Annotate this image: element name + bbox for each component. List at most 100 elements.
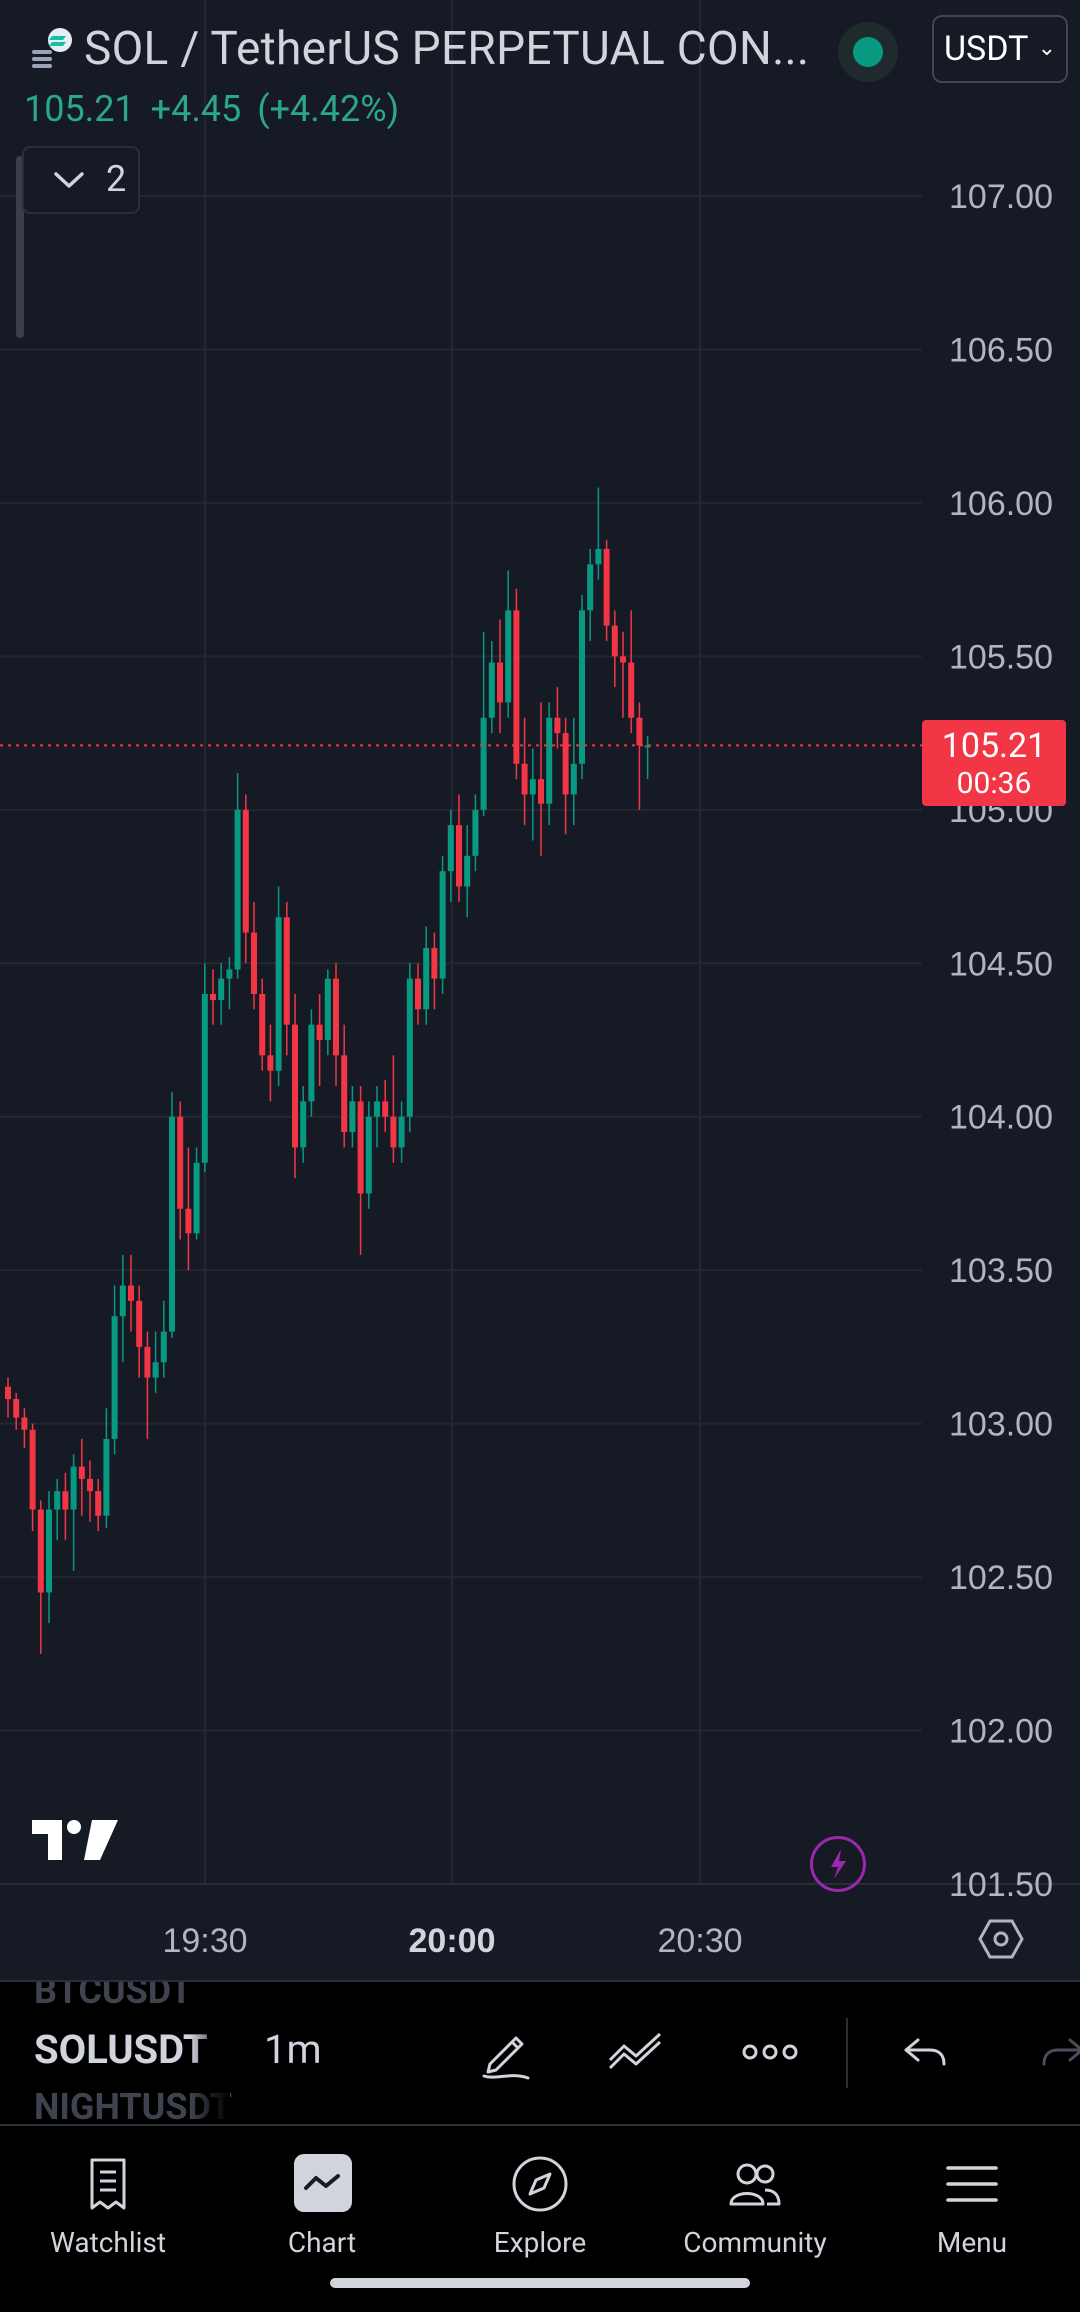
candle-body — [546, 717, 553, 804]
candle-body — [554, 717, 561, 734]
candle — [267, 1024, 274, 1102]
more-tools-icon[interactable] — [740, 2022, 800, 2082]
candles — [5, 487, 651, 1654]
candle-body — [439, 871, 446, 979]
nav-community[interactable]: Community — [655, 2146, 855, 2266]
candle-body — [283, 917, 290, 1025]
candle — [480, 631, 487, 816]
candle — [242, 794, 249, 964]
candle-body — [587, 564, 594, 611]
candle — [275, 886, 282, 1087]
candle — [398, 1101, 405, 1163]
candle — [349, 1086, 356, 1148]
nav-label: Chart — [287, 2226, 357, 2259]
price-axis[interactable]: 107.00106.50106.00105.50105.00104.50104.… — [949, 178, 1053, 1904]
lightning-icon — [831, 1849, 846, 1879]
currency-selector[interactable]: USDT ⌄ — [932, 15, 1068, 83]
candle-body — [333, 978, 339, 1056]
tradingview-logo-icon[interactable] — [30, 1816, 120, 1864]
candle-body — [87, 1478, 93, 1492]
symbol-title[interactable]: SOL / TetherUS PERPETUAL CON... — [84, 22, 810, 76]
nav-label: Community — [683, 2226, 827, 2259]
currency-label: USDT — [944, 29, 1029, 69]
nav-watchlist[interactable]: Watchlist — [8, 2146, 208, 2266]
candle-body — [488, 662, 495, 718]
symbol-picker-prev[interactable]: BTCUSDT — [34, 1980, 193, 2012]
candle — [488, 641, 495, 734]
candle-body — [513, 610, 520, 764]
toolbar-divider — [846, 2018, 848, 2088]
redo-icon[interactable] — [1032, 2022, 1080, 2082]
candle-body — [54, 1491, 61, 1510]
candle-body — [579, 610, 585, 764]
legend-scroll-indicator — [16, 156, 24, 338]
price-chart[interactable]: 107.00106.50106.00105.50105.00104.50104.… — [0, 0, 1080, 1980]
candle-body — [480, 717, 487, 810]
candle-body — [62, 1491, 69, 1510]
candle-body — [406, 978, 413, 1117]
candle — [201, 963, 208, 1172]
candle-body — [357, 1101, 364, 1194]
candle — [193, 1147, 200, 1240]
market-status-indicator[interactable] — [838, 22, 898, 82]
candle-body — [628, 662, 635, 718]
candle — [136, 1285, 143, 1378]
nav-explore[interactable]: Explore — [440, 2146, 640, 2266]
price-summary: 105.21 +4.45 (+4.42%) — [24, 88, 415, 130]
candle — [177, 1101, 184, 1240]
undo-icon[interactable] — [896, 2022, 956, 2082]
home-indicator — [330, 2278, 750, 2288]
candle-body — [324, 978, 331, 1040]
candle — [13, 1392, 20, 1430]
candle-body — [267, 1055, 274, 1071]
compass-icon — [512, 2156, 568, 2212]
candle-body — [251, 932, 257, 994]
watchlist-icon — [90, 2158, 126, 2210]
candle — [579, 594, 585, 780]
last-price-tag: 105.21 00:36 — [922, 720, 1066, 806]
candle — [456, 794, 462, 902]
candle-body — [136, 1300, 143, 1347]
candle-body — [46, 1509, 52, 1593]
chart-toolbar: BTCUSDT SOLUSDT NIGHTUSDT 1m — [0, 1980, 1080, 2124]
nav-label: Watchlist — [49, 2226, 167, 2259]
candle — [210, 969, 216, 1025]
candle — [415, 963, 421, 1025]
candle — [21, 1408, 28, 1449]
price-axis-label: 104.50 — [949, 945, 1053, 983]
trend-line-tool-icon[interactable] — [606, 2022, 666, 2082]
candle — [152, 1331, 159, 1393]
candle-body — [128, 1285, 134, 1301]
candle — [283, 901, 290, 1056]
candle-body — [620, 656, 626, 663]
nav-chart[interactable]: Chart — [222, 2146, 422, 2266]
candle-body — [349, 1101, 356, 1133]
candle — [54, 1478, 61, 1541]
candle-body — [603, 548, 610, 626]
candle — [554, 687, 561, 749]
candle — [562, 717, 569, 835]
candle — [119, 1254, 126, 1363]
pencil-draw-icon[interactable] — [476, 2022, 536, 2082]
candle — [226, 957, 233, 1010]
chevron-down-icon — [54, 172, 84, 188]
candle-body — [341, 1055, 348, 1133]
nav-menu[interactable]: Menu — [872, 2146, 1072, 2266]
candle-body — [472, 809, 479, 856]
candle-body — [423, 947, 430, 1010]
price-axis-label: 104.00 — [949, 1099, 1053, 1137]
candle — [308, 1009, 315, 1117]
candle-body — [177, 1116, 184, 1209]
time-axis[interactable]: 19:30 20:00 20:30 — [162, 1922, 742, 1960]
quick-action-bolt-button[interactable] — [810, 1836, 866, 1892]
candle-body — [636, 717, 643, 746]
candle-body — [300, 1101, 307, 1148]
indicators-collapse-button[interactable]: 2 — [22, 146, 140, 214]
candle-body — [505, 610, 512, 703]
interval-selector[interactable]: 1m — [264, 2026, 322, 2073]
candle-body — [562, 733, 569, 795]
symbol-picker-current[interactable]: SOLUSDT — [34, 2026, 208, 2073]
chart-settings-icon[interactable] — [978, 1918, 1024, 1960]
candle-body — [644, 745, 651, 748]
price-axis-label: 102.50 — [949, 1559, 1053, 1597]
